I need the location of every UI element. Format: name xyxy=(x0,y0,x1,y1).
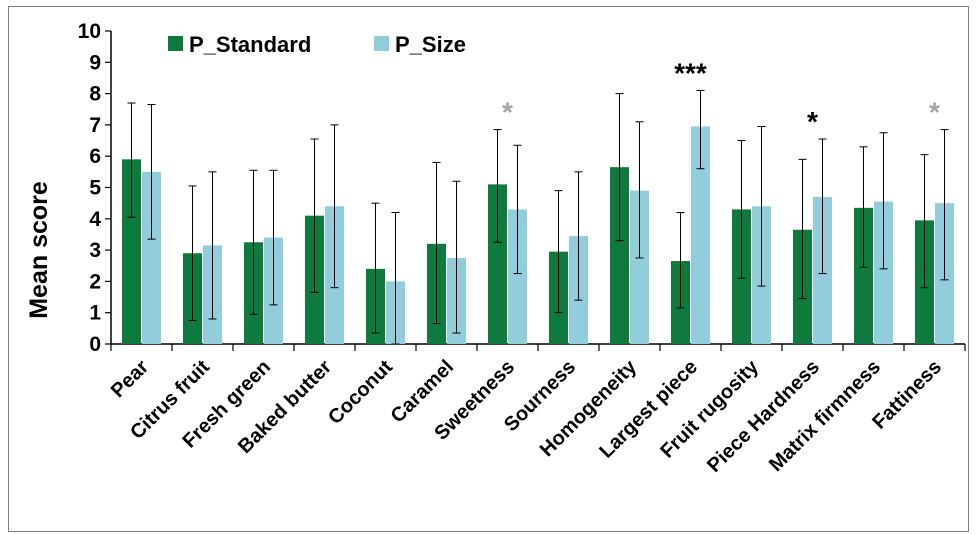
y-tick-label: 9 xyxy=(89,51,101,74)
chart-frame xyxy=(8,6,969,532)
category-label: Coconut xyxy=(324,356,397,429)
y-axis-label: Mean score xyxy=(25,181,53,319)
bar-P_Size xyxy=(508,209,527,344)
bar-P_Size xyxy=(630,190,649,344)
bar-P_Size xyxy=(691,126,710,344)
y-tick-label: 4 xyxy=(89,208,101,231)
significance-marker: * xyxy=(929,97,940,128)
bar-P_Standard xyxy=(488,184,507,344)
y-tick-label: 3 xyxy=(89,239,101,262)
y-tick-label: 0 xyxy=(89,333,101,356)
legend-swatch-P_Standard xyxy=(168,36,183,51)
y-tick-label: 7 xyxy=(89,114,101,137)
category-label: Piece Hardness xyxy=(703,356,824,477)
bar-P_Standard xyxy=(610,167,629,344)
bar-P_Size xyxy=(874,201,893,344)
legend-label-P_Size: P_Size xyxy=(395,32,466,57)
significance-marker: * xyxy=(807,106,818,137)
y-tick-label: 2 xyxy=(89,270,101,293)
bar-P_Standard xyxy=(854,207,873,344)
y-tick-label: 1 xyxy=(89,302,101,325)
bar-P_Size xyxy=(142,171,161,344)
legend-swatch-P_Size xyxy=(374,36,389,51)
significance-marker: * xyxy=(502,97,513,128)
y-tick-label: 6 xyxy=(89,145,101,168)
y-tick-label: 5 xyxy=(89,177,101,200)
category-label: Pear xyxy=(107,356,153,402)
significance-marker: *** xyxy=(674,57,707,88)
legend-label-P_Standard: P_Standard xyxy=(189,32,311,57)
y-tick-label: 8 xyxy=(89,83,101,106)
bar-P_Standard xyxy=(122,159,141,344)
category-label: Matrix firmness xyxy=(765,356,885,476)
y-tick-label: 10 xyxy=(78,20,101,43)
